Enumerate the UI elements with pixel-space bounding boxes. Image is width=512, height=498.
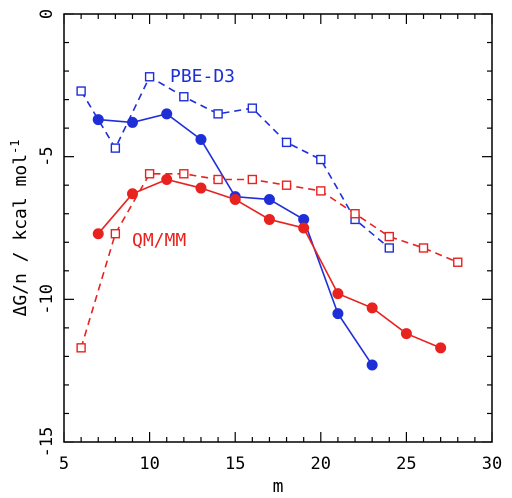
data-point xyxy=(92,228,104,240)
data-point xyxy=(247,174,258,185)
data-point xyxy=(366,302,378,314)
data-point xyxy=(126,188,138,200)
data-point xyxy=(110,143,121,153)
x-tick-label: 15 xyxy=(225,454,245,474)
data-point xyxy=(281,180,292,190)
data-point xyxy=(229,193,241,205)
y-tick-label: -10 xyxy=(37,284,57,315)
y-tick-label: -15 xyxy=(37,427,57,458)
data-point xyxy=(144,72,155,82)
y-axis-title: ΔG/n / kcal mol-1 xyxy=(8,139,31,316)
data-point xyxy=(418,243,429,253)
data-point xyxy=(92,114,104,126)
series-0 xyxy=(76,72,394,253)
data-point xyxy=(195,134,207,146)
annotation-qm-mm: QM/MM xyxy=(132,230,186,251)
data-point xyxy=(332,308,344,320)
y-axis-title-group: ΔG/n / kcal mol-1 xyxy=(8,139,31,316)
y-tick-labels: 0 -5 -10 -15 xyxy=(37,9,57,457)
x-tick-label: 30 xyxy=(482,454,502,474)
data-point xyxy=(179,92,189,102)
x-tick-label: 10 xyxy=(139,454,159,474)
series-2 xyxy=(76,169,463,353)
data-point xyxy=(161,173,173,185)
series-layer xyxy=(76,72,463,371)
x-tick-labels: 5 10 15 20 25 30 xyxy=(59,454,502,474)
series-3 xyxy=(92,173,447,354)
data-point xyxy=(76,86,86,96)
data-point xyxy=(110,229,121,239)
data-point xyxy=(316,186,326,196)
data-point xyxy=(384,243,394,253)
data-point xyxy=(247,103,258,113)
plot-frame xyxy=(63,13,493,443)
data-point xyxy=(350,209,360,219)
data-point xyxy=(161,108,173,120)
data-point xyxy=(384,231,394,242)
data-point xyxy=(179,169,189,179)
x-tick-label: 5 xyxy=(59,454,69,474)
data-point xyxy=(453,257,463,267)
x-tick-label: 25 xyxy=(396,454,416,474)
data-point xyxy=(195,182,207,194)
data-point xyxy=(144,169,155,179)
annotation-pbe-d3: PBE-D3 xyxy=(170,66,235,87)
data-point xyxy=(400,328,412,340)
x-tick-label: 20 xyxy=(311,454,331,474)
data-point xyxy=(213,174,223,185)
data-point xyxy=(316,154,326,165)
y-tick-label: 0 xyxy=(37,9,57,19)
series-line xyxy=(80,172,459,349)
data-point xyxy=(126,116,138,128)
data-point xyxy=(263,193,275,205)
y-tick-label: -5 xyxy=(37,146,57,166)
data-point xyxy=(76,343,86,353)
data-point xyxy=(263,213,275,225)
axis-ticks xyxy=(63,13,493,443)
data-point xyxy=(332,288,344,300)
data-point xyxy=(435,342,447,354)
series-line xyxy=(80,75,390,249)
y-axis-title-main: ΔG/n / kcal mol xyxy=(10,154,31,317)
data-point xyxy=(213,109,223,119)
y-axis-title-superscript: -1 xyxy=(8,139,22,153)
data-point xyxy=(298,222,310,234)
x-axis-title: m xyxy=(273,476,284,497)
data-point xyxy=(281,137,292,148)
data-point xyxy=(366,359,378,371)
